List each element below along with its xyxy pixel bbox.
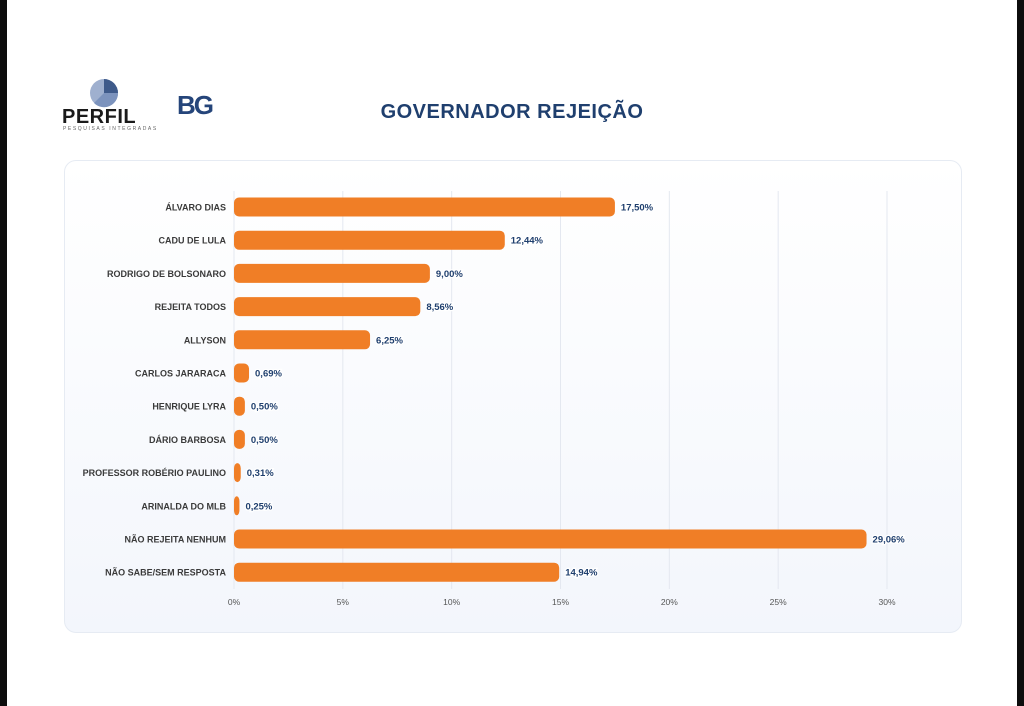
perfil-logo-tag: PESQUISAS INTEGRADAS	[63, 126, 158, 132]
value-label: 17,50%	[621, 203, 654, 214]
value-label: 29,06%	[873, 535, 906, 546]
bar	[234, 396, 245, 416]
value-label: 0,25%	[245, 501, 272, 512]
perfil-pie-icon	[90, 79, 119, 108]
category-label: HENRIQUE LYRA	[152, 402, 226, 412]
bar	[234, 463, 241, 483]
perfil-logo: PERFIL PESQUISAS INTEGRADAS	[60, 78, 156, 134]
bar	[234, 429, 245, 449]
x-tick-label: 5%	[337, 597, 350, 607]
value-label: 0,69%	[255, 369, 282, 380]
value-label: 0,50%	[251, 402, 278, 413]
x-tick-label: 10%	[443, 597, 460, 607]
value-label: 14,94%	[565, 568, 598, 579]
x-tick-label: 30%	[878, 597, 895, 607]
category-label: ÁLVARO DIAS	[165, 203, 226, 213]
bar	[234, 562, 560, 582]
category-label: CARLOS JARARACA	[135, 369, 227, 379]
bar	[234, 363, 250, 383]
bar	[234, 297, 421, 317]
value-label: 8,56%	[426, 302, 453, 313]
x-tick-label: 0%	[228, 597, 241, 607]
category-label: ALLYSON	[184, 335, 226, 345]
page-title: GOVERNADOR REJEIÇÃO	[380, 101, 644, 123]
bar	[234, 529, 867, 549]
category-label: NÃO SABE/SEM RESPOSTA	[105, 568, 226, 578]
value-label: 12,44%	[511, 236, 544, 247]
value-label: 0,31%	[247, 468, 274, 479]
x-tick-label: 25%	[770, 597, 787, 607]
bar	[234, 263, 430, 283]
x-tick-label: 15%	[552, 597, 569, 607]
bar-chart: ÁLVARO DIAS 17,50% CADU DE LULA 12,44% RODRI…	[83, 191, 907, 607]
bar	[234, 330, 371, 350]
perfil-logo-word: PERFIL	[62, 106, 137, 128]
value-label: 0,50%	[251, 435, 278, 446]
bg-logo: BG	[177, 90, 214, 120]
frame-left-edge	[0, 0, 7, 706]
bar	[234, 496, 240, 516]
category-label: REJEITA TODOS	[155, 302, 226, 312]
category-label: ARINALDA DO MLB	[141, 501, 226, 511]
category-label: NÃO REJEITA NENHUM	[124, 535, 226, 545]
bar	[234, 197, 615, 217]
category-label: DÁRIO BARBOSA	[149, 435, 227, 445]
x-tick-label: 20%	[661, 597, 678, 607]
category-label: CADU DE LULA	[159, 236, 227, 246]
value-label: 9,00%	[436, 269, 463, 280]
category-label: RODRIGO DE BOLSONARO	[107, 269, 226, 279]
bar	[234, 230, 505, 250]
frame-right-edge	[1017, 0, 1024, 706]
category-label: PROFESSOR ROBÉRIO PAULINO	[83, 468, 226, 478]
chart-card: ÁLVARO DIAS 17,50% CADU DE LULA 12,44% RODRI…	[64, 160, 962, 633]
value-label: 6,25%	[376, 335, 403, 346]
